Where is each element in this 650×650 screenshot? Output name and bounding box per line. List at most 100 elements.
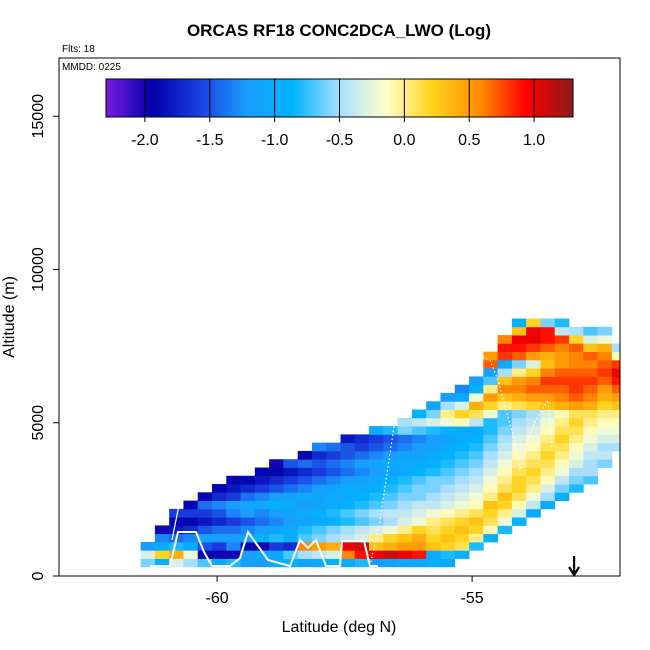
heatmap-cell xyxy=(526,434,541,444)
heatmap-cell xyxy=(469,467,484,477)
heatmap-cell xyxy=(626,410,641,419)
heatmap-cell xyxy=(540,409,556,419)
heatmap-cell xyxy=(483,384,498,394)
heatmap-cell xyxy=(283,517,299,526)
heatmap-cell xyxy=(583,376,598,386)
heatmap-cell xyxy=(497,508,513,518)
heatmap-cell xyxy=(311,533,327,543)
heatmap-cell xyxy=(511,475,527,485)
heatmap-cell xyxy=(440,541,456,551)
heatmap-cell xyxy=(254,492,270,501)
heatmap-cell xyxy=(397,550,413,559)
heatmap-cell xyxy=(197,500,213,510)
heatmap-cell xyxy=(383,533,399,543)
heatmap-cell xyxy=(140,541,156,551)
heatmap-cell xyxy=(540,467,556,477)
heatmap-cell xyxy=(497,484,513,493)
heatmap-cell xyxy=(597,417,613,427)
heatmap-cell xyxy=(369,500,384,510)
heatmap-cell xyxy=(597,376,613,386)
heatmap-cell xyxy=(483,426,498,435)
heatmap-cell xyxy=(440,467,456,477)
heatmap-cell xyxy=(297,467,313,477)
heatmap-cell xyxy=(611,343,620,353)
heatmap-cell xyxy=(569,434,584,444)
heatmap-cell xyxy=(240,525,256,535)
heatmap-cell xyxy=(411,525,427,535)
heatmap-cell xyxy=(440,426,456,435)
heatmap-cell xyxy=(226,475,241,485)
heatmap-cell xyxy=(397,459,413,468)
heatmap-cell xyxy=(526,409,541,419)
heatmap-cell xyxy=(283,508,299,518)
heatmap-cell xyxy=(554,442,570,452)
heatmap-cell xyxy=(569,426,584,435)
heatmap-cell xyxy=(554,326,570,336)
heatmap-cell xyxy=(383,492,399,501)
heatmap-cell xyxy=(397,426,413,435)
heatmap-cell xyxy=(540,351,556,361)
heatmap-cell xyxy=(483,475,498,485)
heatmap-cell xyxy=(497,335,513,344)
heatmap-cell xyxy=(554,450,570,460)
heatmap-cell xyxy=(483,459,498,468)
heatmap-cell xyxy=(311,525,327,535)
heatmap-cell xyxy=(240,533,256,543)
heatmap-cell xyxy=(369,492,384,501)
heatmap-cell xyxy=(411,450,427,460)
heatmap-cell xyxy=(311,492,327,501)
heatmap-cell xyxy=(340,434,356,444)
heatmap-cell xyxy=(311,508,327,518)
heatmap-cell xyxy=(511,417,527,427)
heatmap-cell xyxy=(511,492,527,501)
heatmap-cell xyxy=(269,508,284,518)
heatmap-cell xyxy=(311,517,327,526)
heatmap-cell xyxy=(212,492,227,501)
heatmap-cell xyxy=(269,484,284,493)
heatmap-cell xyxy=(369,467,384,477)
heatmap-cell xyxy=(554,484,570,493)
date-label: MMDD: 0225 xyxy=(62,62,121,73)
heatmap-cell xyxy=(511,434,527,444)
heatmap-cell xyxy=(169,558,184,568)
heatmap-cell xyxy=(311,442,327,452)
heatmap-cell xyxy=(611,426,620,435)
heatmap-cell xyxy=(297,450,313,460)
heatmap-cell xyxy=(240,484,256,493)
heatmap-cell xyxy=(269,541,284,551)
heatmap-cell xyxy=(226,533,241,543)
heatmap-cell xyxy=(611,376,620,386)
heatmap-cell xyxy=(183,508,199,518)
heatmap-cell xyxy=(169,550,184,559)
heatmap-cell xyxy=(526,335,541,344)
colorbar-tick-label: -2.0 xyxy=(131,132,159,149)
heatmap-cell xyxy=(597,401,613,410)
heatmap-cell xyxy=(397,533,413,543)
heatmap-cell xyxy=(569,484,584,493)
heatmap-cell xyxy=(297,500,313,510)
heatmap-cell xyxy=(326,459,341,468)
heatmap-cell xyxy=(426,417,441,427)
heatmap-cell xyxy=(511,368,527,377)
heatmap-cell xyxy=(597,351,613,361)
heatmap-cell xyxy=(469,409,484,419)
heatmap-cell xyxy=(511,500,527,510)
heatmap-cell xyxy=(597,434,613,444)
heatmap-cell xyxy=(454,541,470,551)
heatmap-cell xyxy=(626,401,641,410)
heatmap-cell xyxy=(611,409,620,419)
colorbar-ticks: -2.0 -1.5 -1.0 -0.5 0.0 0.5 1.0 xyxy=(131,79,545,149)
heatmap-cell xyxy=(254,500,270,510)
heatmap-cell xyxy=(183,558,199,568)
heatmap-cell xyxy=(269,500,284,510)
heatmap-cell xyxy=(540,484,556,493)
heatmap-cell xyxy=(240,550,256,559)
heatmap-cell xyxy=(397,525,413,535)
heatmap-cell xyxy=(212,541,227,551)
heatmap-cell xyxy=(369,426,384,435)
heatmap-cell xyxy=(597,326,613,336)
heatmap-cell xyxy=(340,459,356,468)
heatmap-cell xyxy=(440,517,456,526)
heatmap-cell xyxy=(426,492,441,501)
